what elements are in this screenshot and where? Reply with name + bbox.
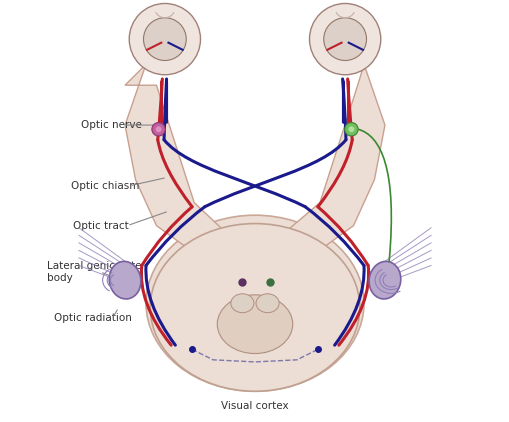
Circle shape <box>152 122 165 136</box>
Circle shape <box>143 18 186 60</box>
Ellipse shape <box>256 294 278 313</box>
Circle shape <box>344 122 357 136</box>
Text: Optic radiation: Optic radiation <box>53 313 131 323</box>
Ellipse shape <box>109 261 140 299</box>
Circle shape <box>129 3 200 75</box>
Ellipse shape <box>150 224 359 391</box>
Circle shape <box>323 18 366 60</box>
Ellipse shape <box>369 261 400 299</box>
Ellipse shape <box>217 295 292 354</box>
Ellipse shape <box>146 215 363 391</box>
Text: Optic nerve: Optic nerve <box>81 120 142 130</box>
Text: Optic tract: Optic tract <box>72 221 128 231</box>
Text: Visual cortex: Visual cortex <box>221 401 288 411</box>
Text: Optic chiasm: Optic chiasm <box>70 181 138 191</box>
Circle shape <box>155 126 161 132</box>
Polygon shape <box>125 64 384 272</box>
Circle shape <box>348 126 354 132</box>
Ellipse shape <box>231 294 253 313</box>
Text: Lateral geniculate
body: Lateral geniculate body <box>47 261 142 283</box>
Circle shape <box>309 3 380 75</box>
